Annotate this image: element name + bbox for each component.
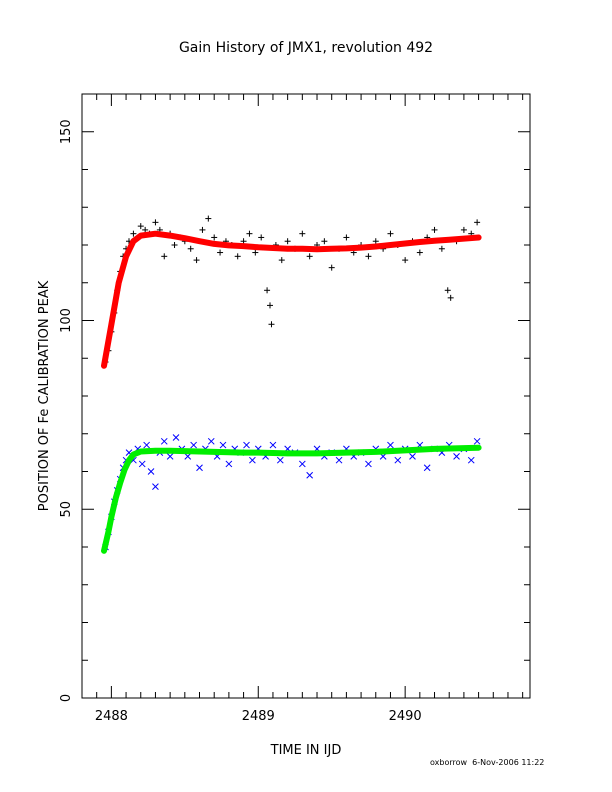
x-axis-ticks: 2488 2489 2490 bbox=[81, 94, 524, 724]
y-axis-ticks: 0 50 100 150 bbox=[59, 93, 530, 702]
data-point bbox=[166, 453, 174, 460]
data-point bbox=[276, 456, 284, 464]
data-point bbox=[207, 437, 215, 445]
x-tick-label: 2488 bbox=[95, 709, 128, 724]
y-axis-label: POSITION OF Fe CALIBRATION PEAK bbox=[37, 280, 52, 511]
data-point bbox=[219, 441, 227, 449]
data-point bbox=[328, 264, 335, 271]
data-point bbox=[269, 441, 277, 449]
data-point bbox=[394, 456, 402, 464]
data-point bbox=[172, 434, 180, 441]
data-point bbox=[268, 321, 275, 328]
data-point bbox=[249, 456, 256, 464]
data-point bbox=[372, 238, 379, 245]
data-point bbox=[138, 460, 146, 468]
data-point bbox=[387, 441, 394, 449]
data-point bbox=[161, 253, 168, 260]
data-point bbox=[335, 456, 343, 464]
data-point bbox=[137, 223, 144, 230]
footer-user: oxborrow bbox=[430, 758, 468, 767]
data-point bbox=[267, 302, 274, 309]
x-tick-label: 2489 bbox=[242, 709, 275, 724]
data-point bbox=[217, 249, 224, 256]
data-point bbox=[416, 249, 423, 256]
data-point bbox=[252, 249, 259, 256]
footer-stamp: oxborrow 6-Nov-2006 11:22 bbox=[430, 758, 544, 767]
plot-frame bbox=[81, 93, 531, 699]
data-point bbox=[306, 253, 313, 260]
data-point bbox=[284, 238, 291, 245]
data-point bbox=[205, 215, 212, 222]
data-point bbox=[187, 245, 194, 252]
y-tick-label: 100 bbox=[59, 308, 74, 333]
data-point bbox=[423, 464, 431, 472]
y-tick-label: 50 bbox=[59, 501, 74, 518]
data-point bbox=[298, 460, 306, 468]
data-point bbox=[184, 453, 192, 460]
data-point bbox=[225, 460, 233, 468]
footer-timestamp: 6-Nov-2006 11:22 bbox=[472, 758, 545, 767]
data-point bbox=[343, 234, 350, 241]
fit-line-1 bbox=[101, 230, 482, 369]
x-axis-label: TIME IN IJD bbox=[270, 743, 342, 758]
data-point bbox=[453, 453, 460, 460]
data-point bbox=[431, 226, 438, 233]
data-point bbox=[171, 242, 178, 248]
data-point bbox=[365, 253, 372, 260]
data-point bbox=[365, 460, 372, 468]
data-point bbox=[278, 257, 285, 264]
data-point bbox=[147, 468, 155, 475]
data-point bbox=[130, 230, 137, 237]
data-point bbox=[243, 441, 250, 449]
data-point bbox=[387, 230, 394, 237]
data-point bbox=[467, 456, 475, 464]
y-tick-label: 0 bbox=[59, 694, 74, 702]
data-point bbox=[142, 226, 149, 233]
data-point bbox=[152, 483, 159, 490]
x-tick-label: 2490 bbox=[389, 709, 422, 724]
data-point bbox=[143, 441, 150, 449]
data-point bbox=[160, 437, 168, 445]
data-point bbox=[321, 238, 328, 245]
series-3 bbox=[101, 444, 482, 554]
data-point bbox=[473, 437, 481, 445]
data-point bbox=[234, 253, 241, 260]
series-layer bbox=[101, 215, 482, 554]
data-point bbox=[258, 234, 265, 241]
data-point bbox=[190, 441, 197, 449]
data-point bbox=[152, 219, 159, 226]
data-point bbox=[246, 230, 253, 237]
data-point bbox=[474, 219, 481, 226]
data-point bbox=[196, 464, 203, 472]
data-point bbox=[193, 257, 200, 264]
data-point bbox=[199, 226, 206, 233]
data-point bbox=[444, 287, 451, 294]
data-point bbox=[211, 234, 218, 241]
data-point bbox=[299, 230, 306, 237]
data-point bbox=[438, 245, 445, 252]
fit-line-3 bbox=[101, 444, 482, 554]
data-point bbox=[447, 294, 454, 301]
series-1 bbox=[101, 230, 482, 369]
series-0 bbox=[102, 215, 481, 366]
data-point bbox=[409, 453, 416, 460]
data-point bbox=[306, 471, 314, 479]
y-tick-label: 150 bbox=[59, 119, 74, 144]
chart-title: Gain History of JMX1, revolution 492 bbox=[179, 40, 433, 56]
data-point bbox=[402, 257, 409, 264]
data-point bbox=[264, 287, 271, 294]
data-point bbox=[460, 226, 467, 233]
